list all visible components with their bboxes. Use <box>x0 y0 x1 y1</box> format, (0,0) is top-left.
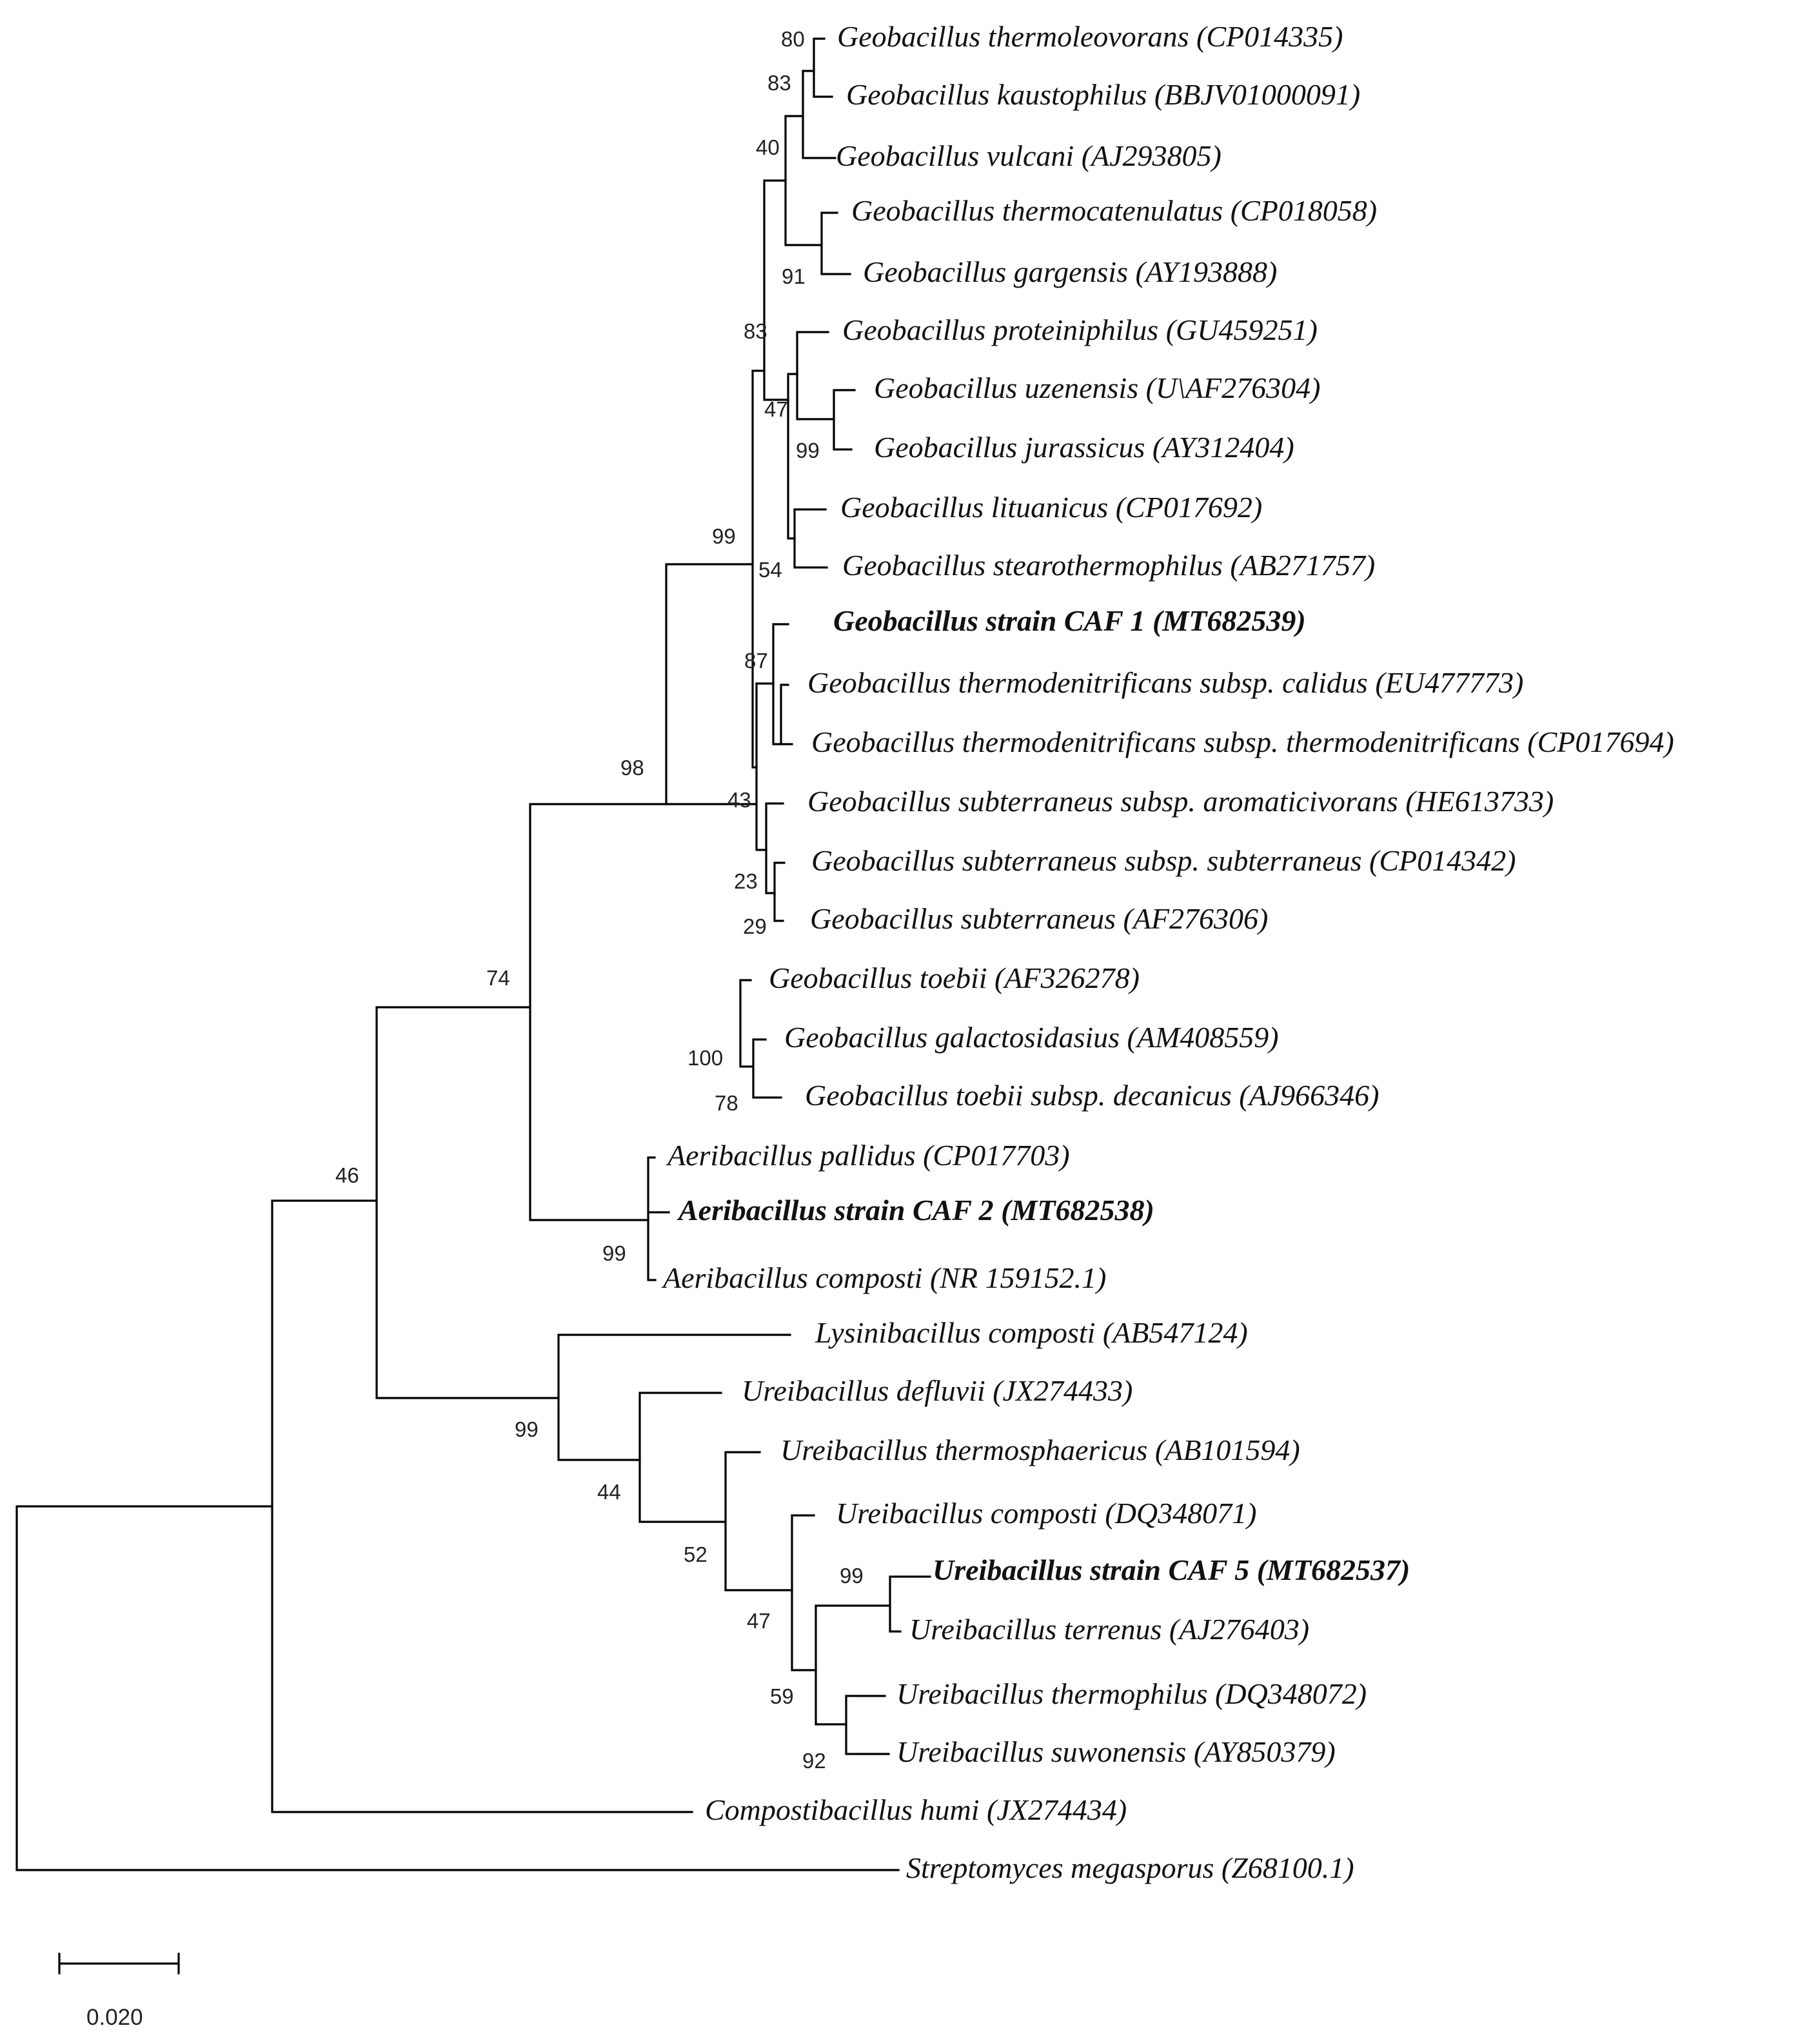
taxon-label: Geobacillus thermodenitrificans subsp. t… <box>811 725 1674 758</box>
bootstrap-value: 99 <box>712 524 736 548</box>
bootstrap-value: 43 <box>727 788 751 812</box>
taxon-label: Ureibacillus defluvii (JX274433) <box>742 1374 1133 1407</box>
branch-node-91 <box>820 212 851 275</box>
bootstrap-value: 40 <box>756 135 780 159</box>
taxon-label: Geobacillus proteiniphilus (GU459251) <box>842 313 1318 346</box>
branch-node-59 <box>815 1604 891 1726</box>
branch-node-80 <box>813 37 833 98</box>
taxon-label: Ureibacillus thermosphaericus (AB101594) <box>780 1433 1300 1466</box>
branch-node-46 <box>271 1199 693 1813</box>
bootstrap-value: 29 <box>743 914 767 938</box>
bootstrap-value: 74 <box>486 966 510 990</box>
taxon-label: Geobacillus uzenensis (U\AF276304) <box>874 371 1320 404</box>
branch-node-83-upper <box>763 179 789 401</box>
taxon-label: Compostibacillus humi (JX274434) <box>705 1793 1127 1826</box>
branch-node-47-ureibacillus <box>791 1514 817 1671</box>
bootstrap-value: 78 <box>715 1091 738 1115</box>
branch-node-99-caf5 <box>889 1575 931 1633</box>
bootstrap-value: 99 <box>840 1564 864 1588</box>
scale-bar-label: 0.020 <box>86 2005 143 2030</box>
taxon-label: Ureibacillus terrenus (AJ276403) <box>909 1613 1309 1646</box>
taxon-label: Geobacillus subterraneus subsp. aromatic… <box>807 785 1554 818</box>
branch-node-44 <box>638 1392 727 1523</box>
taxon-label: Geobacillus subterraneus (AF276306) <box>810 902 1268 935</box>
taxon-label: Geobacillus gargensis (AY193888) <box>863 255 1277 288</box>
branch-node-87 <box>772 623 789 745</box>
taxon-label: Ureibacillus suwonensis (AY850379) <box>896 1735 1336 1768</box>
scale-bar-line <box>58 1953 180 1975</box>
taxon-label: Geobacillus subterraneus subsp. subterra… <box>811 844 1516 877</box>
branch-node-47 <box>787 373 798 540</box>
bootstrap-value: 54 <box>758 558 782 582</box>
bootstrap-value: 100 <box>687 1046 723 1070</box>
branch-node-29 <box>773 862 786 922</box>
bootstrap-value: 98 <box>620 756 644 780</box>
taxon-labels: Geobacillus thermoleovorans (CP014335) G… <box>661 20 1674 1884</box>
taxon-label: Geobacillus galactosidasius (AM408559) <box>784 1021 1279 1054</box>
taxon-label: Ureibacillus thermophilus (DQ348072) <box>896 1677 1367 1710</box>
taxon-label-highlight: Ureibacillus strain CAF 5 (MT682537) <box>933 1553 1410 1586</box>
taxon-label: Aeribacillus pallidus (CP017703) <box>666 1139 1070 1172</box>
taxon-label: Ureibacillus composti (DQ348071) <box>836 1497 1256 1530</box>
branch-node-52 <box>724 1451 793 1591</box>
taxon-label: Geobacillus thermoleovorans (CP014335) <box>837 20 1343 53</box>
taxon-label: Geobacillus toebii subsp. decanicus (AJ9… <box>805 1079 1379 1112</box>
branch-node-99-uzenensis <box>833 389 856 451</box>
branch-node-92 <box>845 1695 890 1755</box>
bootstrap-value: 47 <box>747 1609 771 1633</box>
tree-branches <box>15 37 931 1871</box>
taxon-label-highlight: Geobacillus strain CAF 1 (MT682539) <box>833 604 1306 637</box>
branch-node-43 <box>755 682 775 851</box>
bootstrap-value: 46 <box>335 1163 359 1187</box>
branch-node-40 <box>784 115 823 246</box>
bootstrap-value: 47 <box>764 397 788 421</box>
branch-node-83 <box>802 70 836 159</box>
taxon-label: Geobacillus thermodenitrificans subsp. c… <box>807 666 1523 699</box>
bootstrap-value: 87 <box>744 649 768 673</box>
bootstrap-value: 99 <box>796 438 820 462</box>
bootstrap-value: 59 <box>770 1684 794 1708</box>
taxon-label: Geobacillus thermocatenulatus (CP018058) <box>851 194 1377 227</box>
taxon-label: Streptomyces megasporus (Z68100.1) <box>906 1851 1354 1884</box>
bootstrap-values: 80 83 40 91 83 47 99 99 54 87 43 23 29 9… <box>335 27 864 1773</box>
branch-node-98 <box>529 803 668 1221</box>
bootstrap-value: 80 <box>781 27 805 51</box>
branch-node-23 <box>765 802 784 894</box>
branch-node-74 <box>375 1006 560 1399</box>
branch-root <box>15 1505 900 1871</box>
bootstrap-value: 23 <box>734 869 758 893</box>
bootstrap-value: 83 <box>744 319 767 343</box>
branch-node-thermodenitrificans <box>780 684 793 745</box>
bootstrap-value: 99 <box>602 1241 626 1265</box>
bootstrap-value: 91 <box>782 264 806 288</box>
bootstrap-value: 52 <box>684 1542 707 1566</box>
taxon-label-highlight: Aeribacillus strain CAF 2 (MT682538) <box>677 1194 1154 1226</box>
branch-node-78 <box>752 1038 782 1099</box>
bootstrap-value: 83 <box>767 71 791 95</box>
bootstrap-value: 44 <box>597 1480 621 1504</box>
taxon-label: Lysinibacillus composti (AB547124) <box>815 1316 1248 1349</box>
taxon-label: Aeribacillus composti (NR 159152.1) <box>661 1261 1106 1294</box>
bootstrap-value: 92 <box>802 1749 826 1773</box>
branch-node-lituanicus <box>793 508 828 569</box>
taxon-label: Geobacillus jurassicus (AY312404) <box>874 431 1294 464</box>
bootstrap-value: 99 <box>515 1417 539 1441</box>
taxon-label: Geobacillus stearothermophilus (AB271757… <box>842 549 1375 582</box>
branch-node-100 <box>739 979 755 1068</box>
taxon-label: Geobacillus lituanicus (CP017692) <box>840 491 1262 524</box>
taxon-label: Geobacillus vulcani (AJ293805) <box>836 139 1222 172</box>
scale-bar: 0.020 <box>58 1953 180 2030</box>
branch-node-proteiniphilus <box>796 331 835 420</box>
branch-node-99-aeribacillus <box>647 1156 670 1281</box>
branch-node-99-lysinibacillus <box>557 1334 791 1461</box>
taxon-label: Geobacillus toebii (AF326278) <box>769 961 1140 994</box>
branch-node-99-geobacillus <box>665 563 758 805</box>
taxon-label: Geobacillus kaustophilus (BBJV01000091) <box>846 78 1360 111</box>
